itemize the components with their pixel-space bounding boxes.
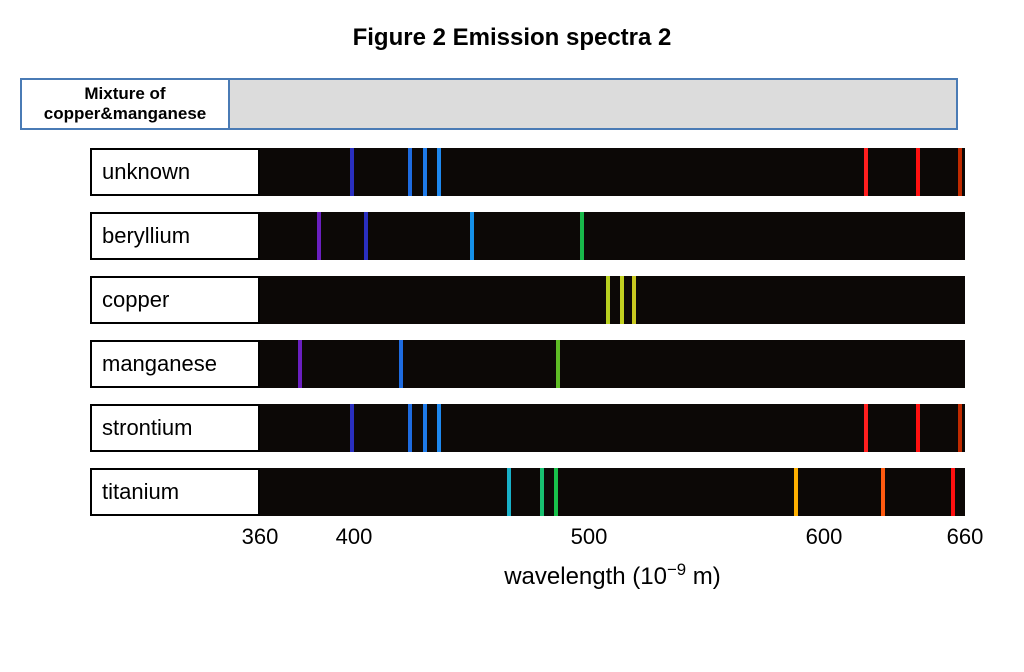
emission-line (317, 212, 321, 260)
emission-line (916, 148, 920, 196)
emission-line (620, 276, 624, 324)
spectrum-label: copper (90, 276, 260, 324)
emission-line (958, 148, 962, 196)
emission-line (399, 340, 403, 388)
answer-label: Mixture of copper&manganese (20, 78, 230, 130)
emission-line (423, 148, 427, 196)
axis-tick-label: 360 (242, 524, 279, 550)
emission-line (606, 276, 610, 324)
emission-line (580, 212, 584, 260)
x-axis: 360400500600660wavelength (10−9 m) (90, 524, 965, 604)
emission-line (470, 212, 474, 260)
emission-line (350, 404, 354, 452)
emission-line (632, 276, 636, 324)
answer-row: Mixture of copper&manganese (20, 78, 958, 130)
spectrum-row-copper: copper (90, 276, 965, 324)
spectrum-row-beryllium: beryllium (90, 212, 965, 260)
spectrum-label: manganese (90, 340, 260, 388)
emission-line (507, 468, 511, 516)
emission-line (958, 404, 962, 452)
spectrum-row-strontium: strontium (90, 404, 965, 452)
spectrum-row-manganese: manganese (90, 340, 965, 388)
emission-line (408, 404, 412, 452)
answer-blank (230, 78, 958, 130)
spectrum-band (260, 148, 965, 196)
emission-line (951, 468, 955, 516)
axis-tick-label: 660 (947, 524, 984, 550)
emission-line (540, 468, 544, 516)
spectrum-band (260, 276, 965, 324)
axis-title: wavelength (10−9 m) (260, 560, 965, 591)
emission-line (554, 468, 558, 516)
emission-line (794, 468, 798, 516)
figure-title: Figure 2 Emission spectra 2 (0, 24, 1024, 52)
emission-line (364, 212, 368, 260)
emission-line (437, 404, 441, 452)
emission-line (556, 340, 560, 388)
spectrum-label: titanium (90, 468, 260, 516)
spectrum-band (260, 404, 965, 452)
spectrum-row-unknown: unknown (90, 148, 965, 196)
spectrum-band (260, 212, 965, 260)
spectrum-label: unknown (90, 148, 260, 196)
emission-line (423, 404, 427, 452)
emission-line (864, 404, 868, 452)
emission-line (350, 148, 354, 196)
emission-line (408, 148, 412, 196)
emission-line (864, 148, 868, 196)
spectrum-label: strontium (90, 404, 260, 452)
axis-tick-label: 400 (336, 524, 373, 550)
emission-line (916, 404, 920, 452)
emission-line (437, 148, 441, 196)
spectrum-row-titanium: titanium (90, 468, 965, 516)
emission-line (881, 468, 885, 516)
axis-tick-label: 600 (806, 524, 843, 550)
axis-tick-label: 500 (571, 524, 608, 550)
spectrum-band (260, 340, 965, 388)
spectrum-label: beryllium (90, 212, 260, 260)
spectrum-band (260, 468, 965, 516)
emission-line (298, 340, 302, 388)
